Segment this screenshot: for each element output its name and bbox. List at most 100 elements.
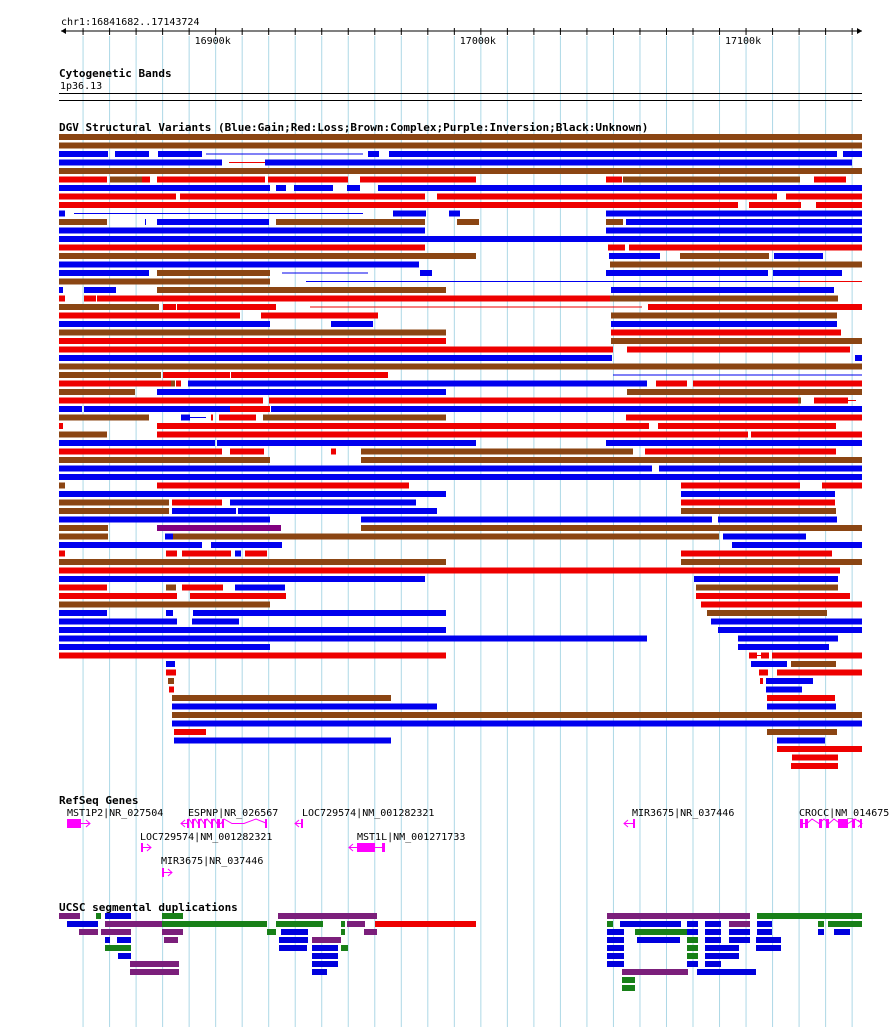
variant-block[interactable] bbox=[843, 151, 862, 157]
segdup-block[interactable] bbox=[267, 929, 276, 935]
segdup-block[interactable] bbox=[347, 921, 365, 927]
gene-mst1l[interactable]: MST1L|NM_001271733 bbox=[348, 832, 465, 852]
gene-mir3675-b[interactable]: MIR3675|NR_037446 bbox=[161, 856, 263, 877]
variant-block[interactable] bbox=[361, 448, 633, 455]
variant-block[interactable] bbox=[694, 576, 838, 582]
variant-block[interactable] bbox=[59, 406, 82, 412]
variant-block[interactable] bbox=[261, 312, 378, 319]
variant-block[interactable] bbox=[157, 270, 270, 276]
segdup-block[interactable] bbox=[757, 913, 862, 919]
gene-crocc[interactable]: CROCC|NM_014675 bbox=[799, 808, 889, 828]
segdup-block[interactable] bbox=[312, 969, 327, 975]
gene-exon[interactable] bbox=[141, 843, 143, 852]
variant-block[interactable] bbox=[59, 159, 222, 166]
segdup-block[interactable] bbox=[607, 953, 624, 959]
variant-block[interactable] bbox=[163, 304, 176, 310]
gene-mir3675-a[interactable]: MIR3675|NR_037446 bbox=[623, 808, 734, 828]
variant-block[interactable] bbox=[84, 287, 116, 293]
variant-block[interactable] bbox=[268, 176, 348, 183]
variant-block[interactable] bbox=[97, 295, 610, 302]
variant-block[interactable] bbox=[59, 329, 446, 336]
variant-block[interactable] bbox=[361, 457, 862, 463]
variant-block[interactable] bbox=[331, 448, 336, 455]
variant-block[interactable] bbox=[814, 176, 846, 183]
variant-block[interactable] bbox=[176, 380, 181, 387]
gene-exon[interactable] bbox=[819, 819, 822, 828]
variant-block[interactable] bbox=[59, 474, 862, 480]
variant-block[interactable] bbox=[610, 261, 862, 268]
variant-block[interactable] bbox=[59, 423, 63, 429]
variant-block[interactable] bbox=[157, 431, 748, 438]
variant-block[interactable] bbox=[457, 219, 479, 225]
segdup-block[interactable] bbox=[105, 921, 162, 927]
variant-block[interactable] bbox=[648, 304, 862, 310]
variant-block[interactable] bbox=[816, 202, 862, 208]
variant-block[interactable] bbox=[172, 720, 862, 727]
variant-block[interactable] bbox=[696, 584, 838, 591]
variant-block[interactable] bbox=[378, 185, 862, 191]
gene-exon[interactable] bbox=[67, 819, 81, 828]
variant-block[interactable] bbox=[59, 491, 446, 497]
segdup-block[interactable] bbox=[705, 945, 721, 951]
variant-block[interactable] bbox=[606, 219, 623, 225]
variant-block[interactable] bbox=[59, 414, 149, 421]
segdup-block[interactable] bbox=[130, 961, 179, 967]
variant-block[interactable] bbox=[437, 193, 777, 200]
variant-block[interactable] bbox=[59, 261, 419, 268]
variant-block[interactable] bbox=[623, 176, 800, 183]
segdup-block[interactable] bbox=[276, 921, 323, 927]
variant-block[interactable] bbox=[174, 729, 206, 735]
variant-block[interactable] bbox=[59, 287, 63, 293]
segdup-block[interactable] bbox=[687, 921, 698, 927]
variant-block[interactable] bbox=[59, 185, 270, 191]
variant-block[interactable] bbox=[177, 304, 276, 310]
segdup-block[interactable] bbox=[117, 937, 131, 943]
variant-block[interactable] bbox=[59, 457, 270, 463]
variant-block[interactable] bbox=[759, 669, 768, 676]
variant-block[interactable] bbox=[791, 763, 838, 769]
variant-block[interactable] bbox=[166, 550, 177, 557]
gene-exon[interactable] bbox=[852, 819, 855, 828]
variant-block[interactable] bbox=[59, 448, 222, 455]
variant-block[interactable] bbox=[230, 406, 235, 412]
variant-block[interactable] bbox=[611, 338, 862, 344]
variant-block[interactable] bbox=[59, 380, 171, 387]
gene-exon[interactable] bbox=[222, 819, 224, 828]
variant-block[interactable] bbox=[84, 406, 220, 412]
variant-block[interactable] bbox=[777, 737, 825, 744]
variant-block[interactable] bbox=[681, 482, 800, 489]
gene-exon[interactable] bbox=[192, 819, 194, 828]
variant-block[interactable] bbox=[59, 431, 107, 438]
variant-block[interactable] bbox=[59, 176, 107, 183]
segdup-block[interactable] bbox=[687, 945, 698, 951]
variant-block[interactable] bbox=[761, 652, 769, 659]
variant-block[interactable] bbox=[59, 618, 177, 625]
variant-block[interactable] bbox=[608, 244, 625, 251]
variant-block[interactable] bbox=[157, 219, 269, 225]
variant-block[interactable] bbox=[166, 669, 176, 676]
segdup-block[interactable] bbox=[162, 921, 267, 927]
variant-block[interactable] bbox=[180, 193, 425, 200]
segdup-block[interactable] bbox=[705, 953, 721, 959]
segdup-block[interactable] bbox=[607, 961, 624, 967]
variant-block[interactable] bbox=[59, 389, 135, 395]
variant-block[interactable] bbox=[230, 448, 264, 455]
variant-block[interactable] bbox=[263, 414, 446, 421]
variant-block[interactable] bbox=[182, 584, 223, 591]
variant-block[interactable] bbox=[606, 270, 768, 276]
variant-block[interactable] bbox=[766, 686, 802, 693]
variant-block[interactable] bbox=[360, 176, 476, 183]
variant-block[interactable] bbox=[681, 499, 835, 506]
variant-block[interactable] bbox=[732, 542, 862, 548]
variant-block[interactable] bbox=[59, 253, 476, 259]
variant-block[interactable] bbox=[751, 431, 862, 438]
segdup-block[interactable] bbox=[834, 929, 850, 935]
segdup-block[interactable] bbox=[705, 961, 721, 967]
segdup-block[interactable] bbox=[635, 929, 689, 935]
segdup-block[interactable] bbox=[637, 937, 680, 943]
segdup-block[interactable] bbox=[79, 929, 98, 935]
variant-block[interactable] bbox=[786, 193, 862, 200]
segdup-block[interactable] bbox=[341, 921, 345, 927]
segdup-block[interactable] bbox=[687, 937, 698, 943]
variant-block[interactable] bbox=[773, 270, 842, 276]
